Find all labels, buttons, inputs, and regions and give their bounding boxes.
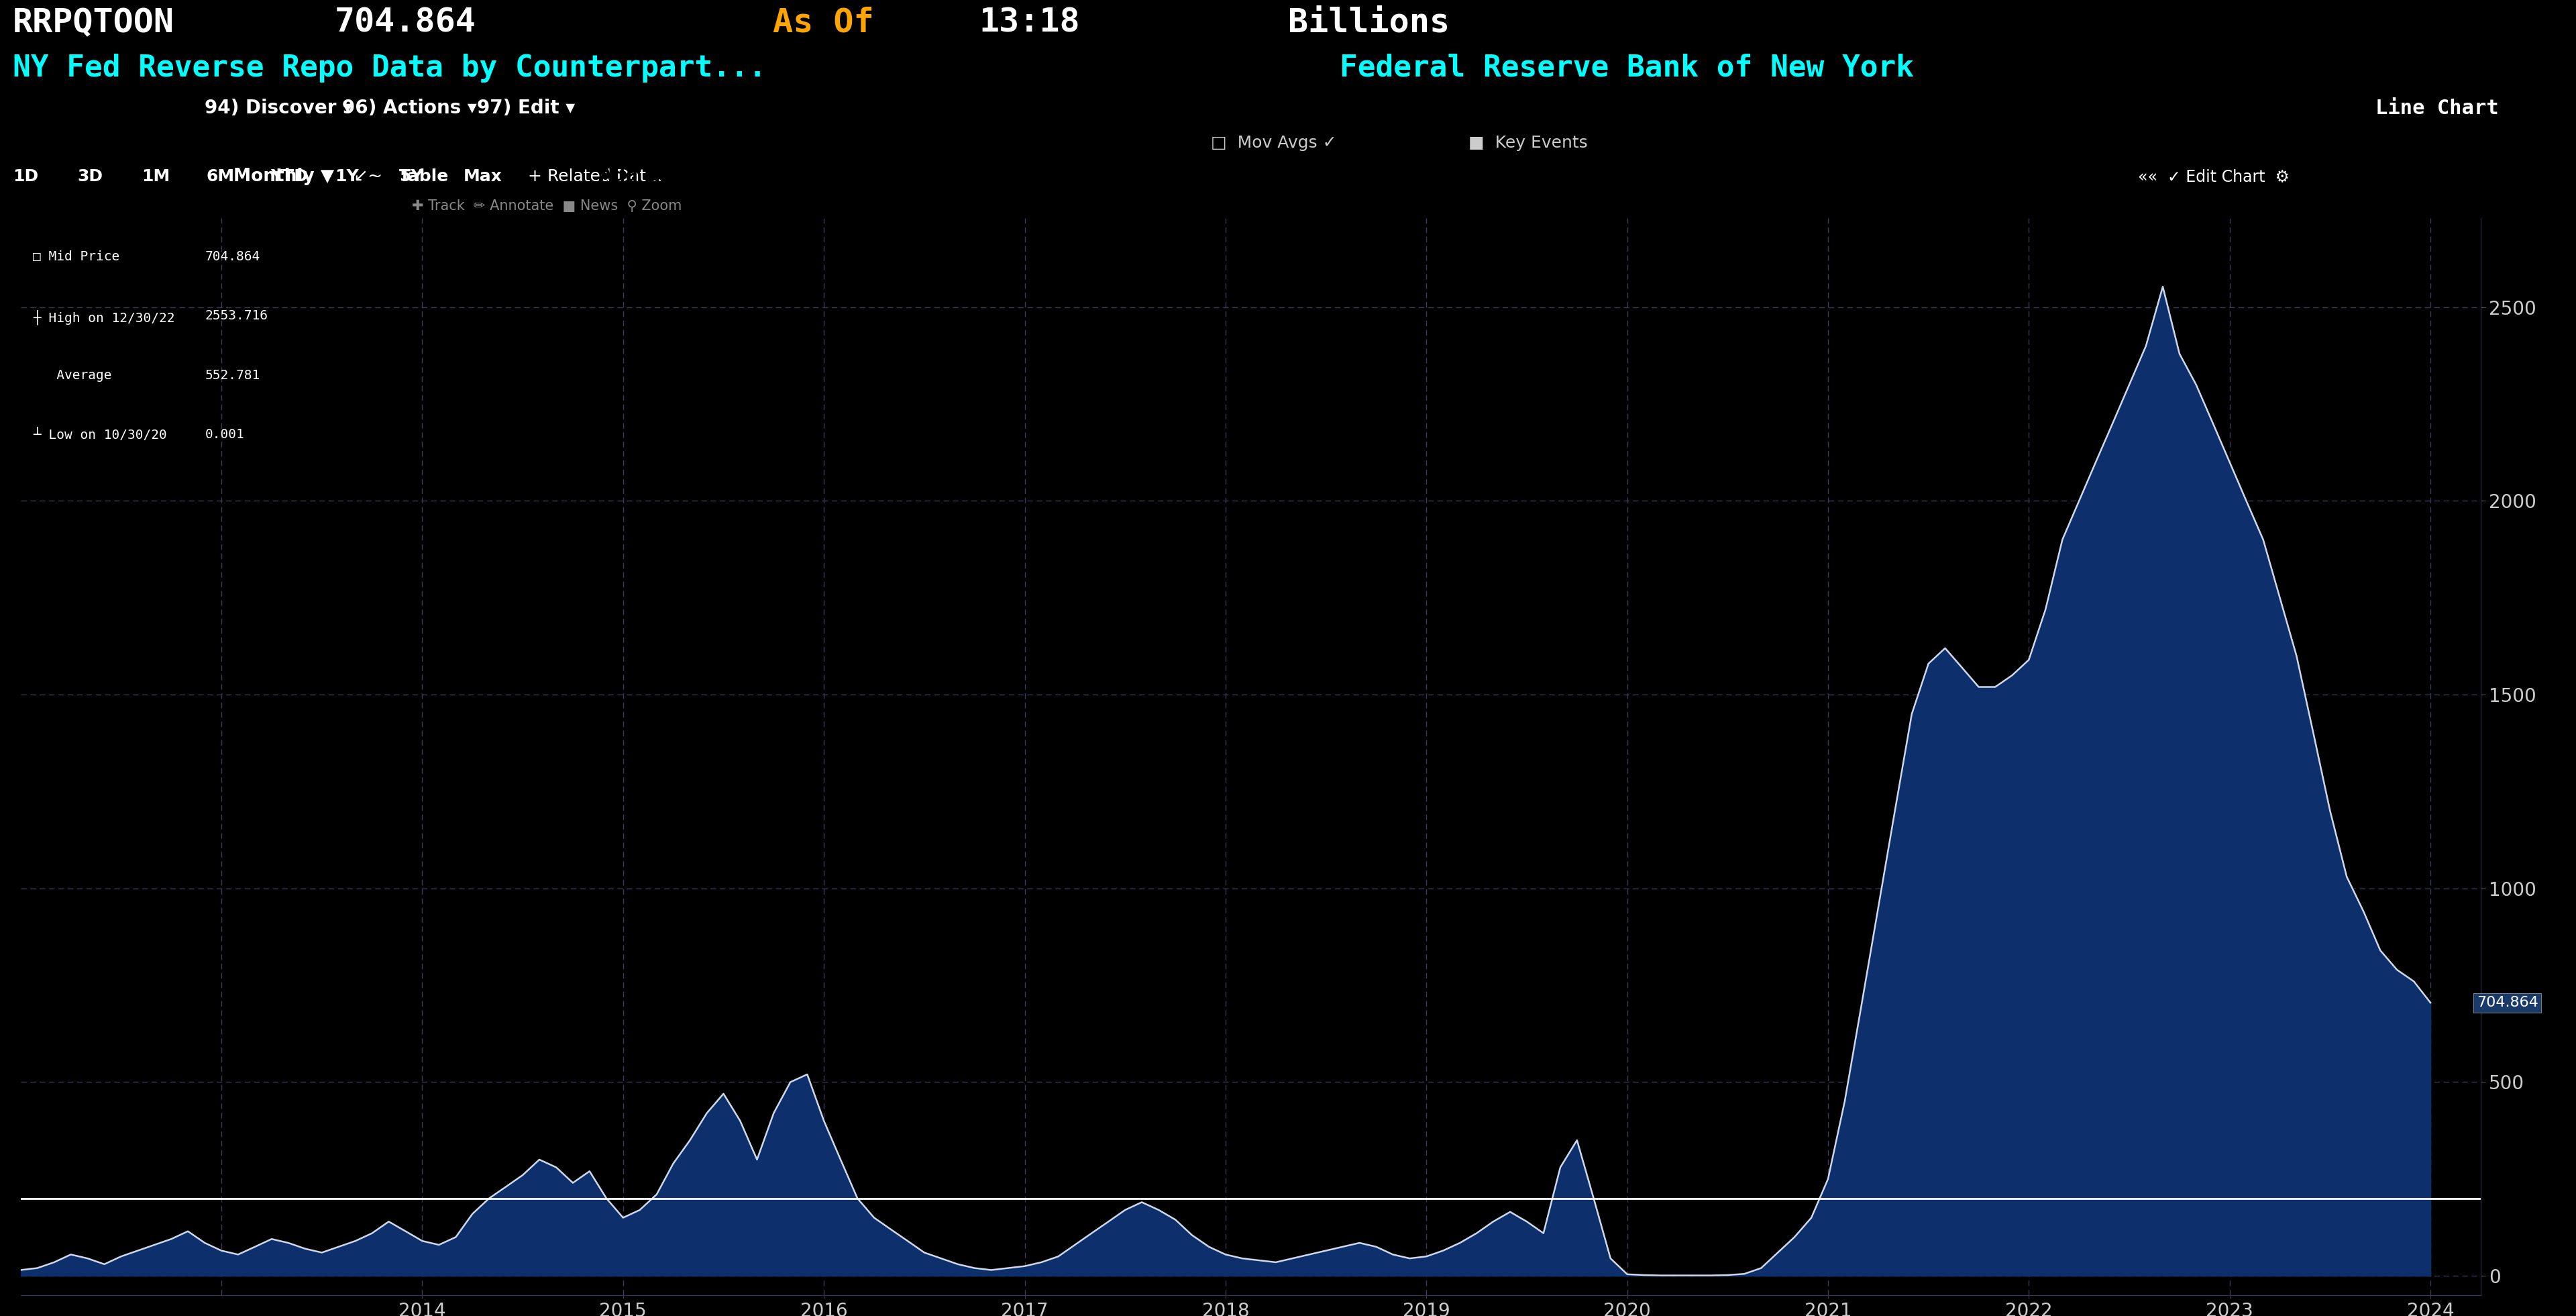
Text: Line Chart: Line Chart — [2375, 99, 2499, 118]
Text: ┴ Low on 10/30/20: ┴ Low on 10/30/20 — [33, 428, 167, 442]
Text: Local CCY ▾: Local CCY ▾ — [404, 134, 518, 151]
Text: 94) Discover ▾: 94) Discover ▾ — [204, 99, 353, 117]
Text: Average: Average — [33, 368, 111, 382]
Text: ■  Key Events: ■ Key Events — [1468, 134, 1587, 151]
Text: As Of: As Of — [773, 7, 873, 39]
Text: 0.001: 0.001 — [206, 428, 245, 441]
Text: 704.864: 704.864 — [335, 7, 477, 39]
Text: 552.781: 552.781 — [206, 368, 260, 382]
Text: Mid Px: Mid Px — [314, 134, 381, 151]
Text: Add Data: Add Data — [600, 167, 690, 186]
Text: 01/01/2012 ■: 01/01/2012 ■ — [8, 134, 142, 151]
Text: 96) Actions ▾: 96) Actions ▾ — [343, 99, 477, 117]
Text: ↙~: ↙~ — [353, 167, 381, 186]
Text: 1Y: 1Y — [335, 168, 358, 184]
Text: 1D: 1D — [13, 168, 39, 184]
Text: Monthly ▼: Monthly ▼ — [234, 167, 335, 186]
Text: 13:18: 13:18 — [979, 7, 1079, 39]
Text: ┼ High on 12/30/22: ┼ High on 12/30/22 — [33, 309, 175, 325]
Text: RRPQTOON Index: RRPQTOON Index — [10, 99, 209, 118]
Text: ««  ✓ Edit Chart  ⚙: «« ✓ Edit Chart ⚙ — [2138, 168, 2290, 184]
Text: 97) Edit ▾: 97) Edit ▾ — [477, 99, 574, 117]
Text: 1M: 1M — [142, 168, 170, 184]
Text: ✚ Track  ✏ Annotate  ■ News  ⚲ Zoom: ✚ Track ✏ Annotate ■ News ⚲ Zoom — [412, 199, 683, 212]
Text: + Related Dat…: + Related Dat… — [528, 168, 662, 184]
Text: 704.864: 704.864 — [206, 250, 260, 263]
Text: 2553.716: 2553.716 — [206, 309, 268, 322]
Text: Max: Max — [464, 168, 502, 184]
Text: 5Y: 5Y — [399, 168, 422, 184]
Text: 3D: 3D — [77, 168, 103, 184]
Text: 01/02/2024 ■: 01/02/2024 ■ — [160, 134, 294, 151]
Text: Billions: Billions — [1288, 7, 1450, 39]
Text: YTD: YTD — [270, 168, 309, 184]
Text: NY Fed Reverse Repo Data by Counterpart...: NY Fed Reverse Repo Data by Counterpart.… — [13, 54, 768, 83]
Text: 704.864: 704.864 — [2476, 996, 2537, 1009]
Text: □  Mov Avgs ✓: □ Mov Avgs ✓ — [1211, 134, 1337, 151]
Text: Federal Reserve Bank of New York: Federal Reserve Bank of New York — [1340, 54, 1914, 83]
Text: □ Mid Price: □ Mid Price — [33, 250, 118, 263]
Text: 6M: 6M — [206, 168, 234, 184]
Text: Table: Table — [399, 168, 448, 184]
Text: RRPQTOON: RRPQTOON — [13, 7, 175, 39]
